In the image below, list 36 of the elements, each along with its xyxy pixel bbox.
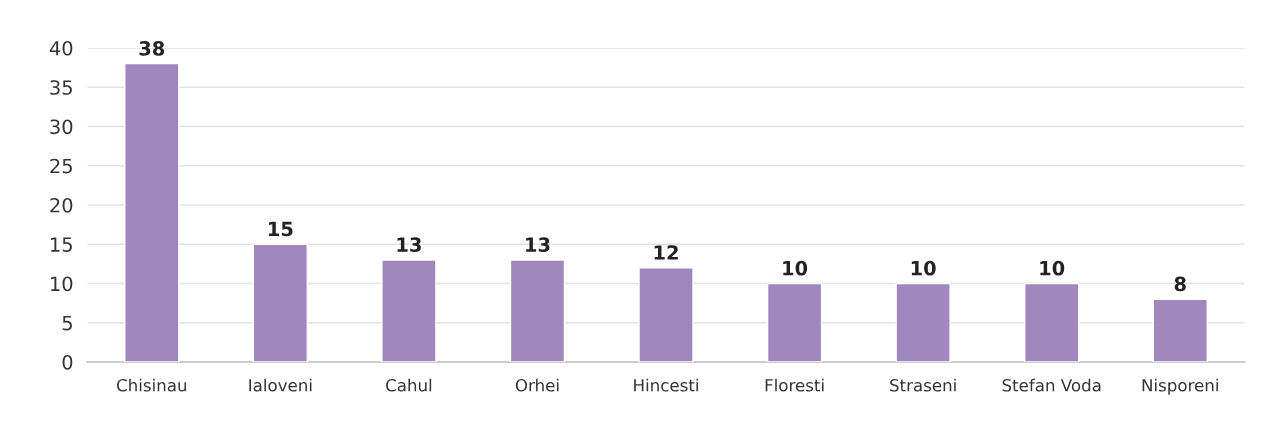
bar — [766, 282, 823, 363]
y-tick-label: 0 — [62, 354, 73, 370]
x-tick-label: Orhei — [515, 378, 559, 392]
data-label: 10 — [783, 260, 808, 276]
data-label: 13 — [397, 237, 421, 253]
bar — [124, 62, 180, 363]
x-tick-label: Cahul — [386, 378, 432, 392]
y-tick-label: 15 — [51, 237, 72, 252]
x-tick-label: Straseni — [890, 378, 956, 392]
x-tick-label: Ialoveni — [249, 378, 312, 392]
bar — [638, 267, 694, 363]
x-tick-label: Hincesti — [634, 378, 698, 392]
data-label: 38 — [139, 41, 165, 56]
x-tick-label: Nisporeni — [1142, 378, 1218, 395]
y-tick-label: 25 — [50, 158, 72, 174]
data-label: 12 — [654, 245, 678, 260]
x-tick-label: Stefan Voda — [1002, 378, 1101, 392]
bar — [1024, 282, 1080, 363]
data-label: 15 — [269, 221, 293, 237]
data-label: 10 — [911, 260, 936, 276]
y-tick-label: 10 — [51, 276, 73, 292]
y-tick-label: 5 — [62, 315, 72, 331]
y-tick-label: 20 — [50, 197, 73, 213]
x-tick-label: Chisinau — [116, 378, 187, 392]
y-tick-label: 35 — [50, 80, 72, 95]
y-tick-label: 40 — [49, 40, 73, 56]
y-tick-label: 30 — [50, 119, 73, 135]
bar — [252, 243, 309, 363]
data-label: 8 — [1174, 276, 1186, 292]
bar — [381, 259, 437, 363]
bar — [1152, 298, 1208, 363]
bar — [895, 282, 951, 363]
x-tick-label: Floresti — [765, 378, 824, 392]
bar — [509, 259, 566, 363]
data-label: 13 — [526, 237, 550, 253]
data-label: 10 — [1040, 260, 1065, 276]
